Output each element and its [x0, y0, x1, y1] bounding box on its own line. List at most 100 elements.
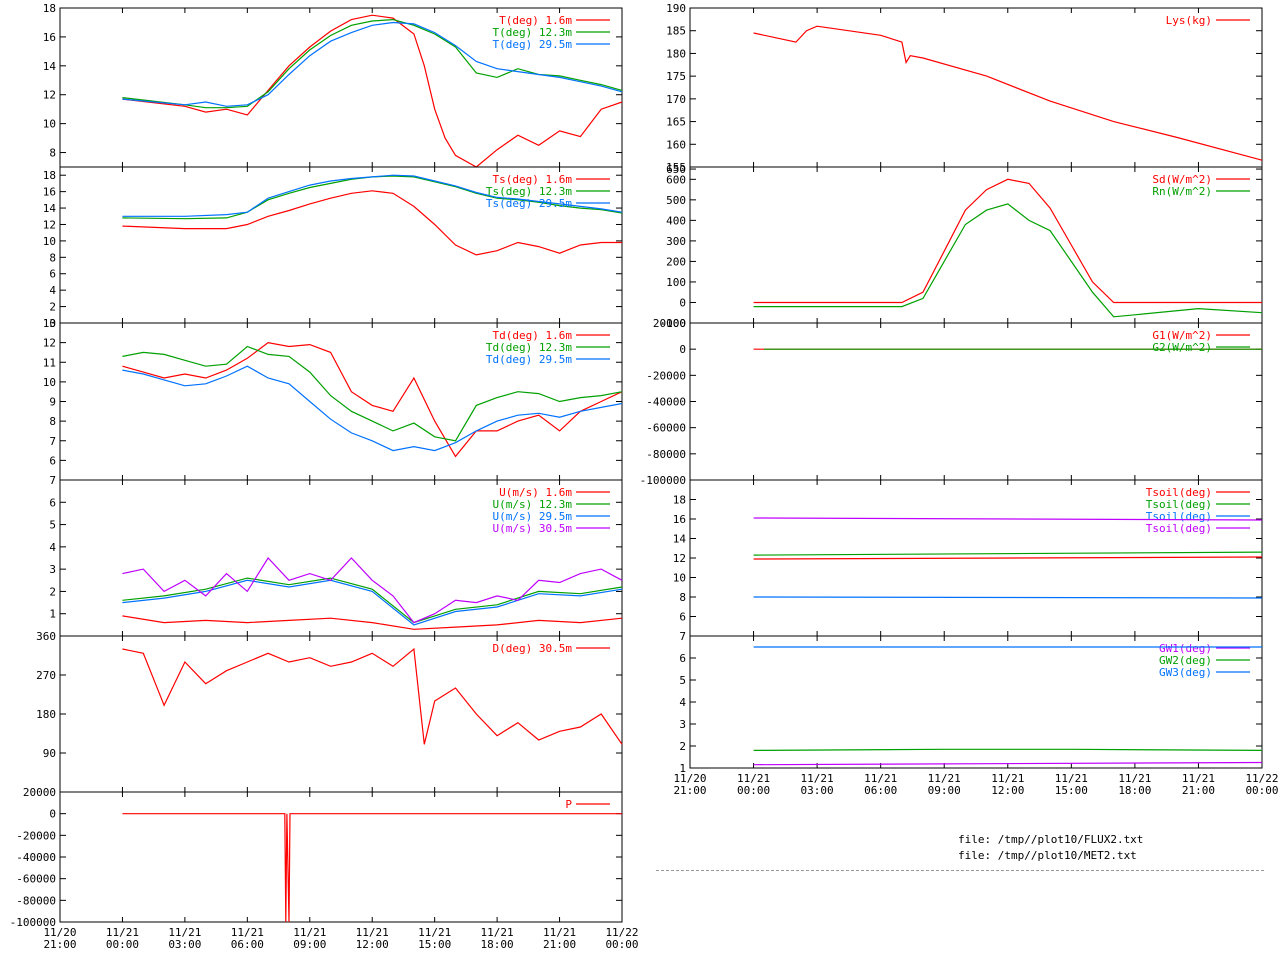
y-tick-label: 2: [49, 585, 56, 598]
x-tick-time-label: 06:00: [231, 938, 264, 951]
legend-label: P: [565, 798, 572, 811]
x-tick-date-label: 11/21: [106, 926, 139, 939]
x-tick-date-label: 11/21: [231, 926, 264, 939]
x-tick-date-label: 11/21: [864, 772, 897, 785]
x-tick-date-label: 11/21: [418, 926, 451, 939]
x-tick-time-label: 15:00: [1055, 784, 1088, 797]
x-tick-date-label: 11/21: [801, 772, 834, 785]
y-tick-label: 12: [43, 89, 56, 102]
y-tick-label: 14: [43, 202, 57, 215]
y-tick-label: 11: [43, 356, 56, 369]
series-line: [753, 203, 1263, 318]
x-tick-time-label: 12:00: [991, 784, 1024, 797]
panel-frame: [689, 7, 1263, 168]
y-tick-label: 13: [43, 317, 56, 330]
y-tick-label: 7: [49, 474, 56, 487]
series-line: [122, 190, 622, 256]
x-tick-date-label: 11/22: [605, 926, 638, 939]
y-tick-label: 8: [49, 415, 56, 428]
legend-label: Tsoil(deg): [1146, 486, 1212, 499]
series-line: [753, 517, 1263, 521]
x-tick-time-label: 21:00: [673, 784, 706, 797]
y-tick-label: 165: [666, 116, 686, 129]
x-tick-date-label: 11/22: [1245, 772, 1278, 785]
y-tick-label: 1: [679, 762, 686, 775]
y-tick-label: 6: [49, 268, 56, 281]
series-line: [122, 341, 623, 458]
y-tick-label: 10: [43, 376, 56, 389]
y-tick-label: 8: [679, 591, 686, 604]
legend-label: G2(W/m^2): [1152, 341, 1212, 354]
series-line: [753, 25, 1263, 161]
x-tick-time-label: 00:00: [605, 938, 638, 951]
y-tick-label: 20000: [23, 786, 56, 799]
y-tick-label: -20000: [16, 829, 56, 842]
series-line: [122, 14, 623, 168]
legend-label: Td(deg) 12.3m: [486, 341, 572, 354]
legend-label: GW2(deg): [1159, 654, 1212, 667]
y-tick-label: -100: [660, 317, 687, 330]
series-line: [753, 556, 1263, 560]
y-tick-label: -100000: [640, 474, 686, 487]
legend-label: Td(deg) 1.6m: [493, 329, 573, 342]
y-tick-label: 90: [43, 747, 56, 760]
panel-frame: [59, 791, 623, 923]
y-tick-label: 160: [666, 138, 686, 151]
series-line: [122, 579, 623, 626]
y-tick-label: 2: [679, 740, 686, 753]
legend-label: G1(W/m^2): [1152, 329, 1212, 342]
x-tick-time-label: 06:00: [864, 784, 897, 797]
y-tick-label: 500: [666, 194, 686, 207]
y-tick-label: 12: [43, 218, 56, 231]
y-tick-label: -20000: [646, 369, 686, 382]
x-tick-time-label: 21:00: [43, 938, 76, 951]
file-label-met: file: /tmp//plot10/MET2.txt: [958, 849, 1137, 862]
y-tick-label: 18: [673, 494, 686, 507]
series-line: [122, 365, 623, 452]
panel-wind-speed: 1 2 3 4 5 6 7 U(m/s) 1.6mU(m/s) 12.3mU(m/s) 29.…: [49, 474, 623, 637]
y-tick-label: 0: [679, 343, 686, 356]
x-tick-date-label: 11/21: [168, 926, 201, 939]
x-tick-time-label: 09:00: [928, 784, 961, 797]
y-tick-label: 20000: [653, 317, 686, 330]
y-tick-label: 300: [666, 235, 686, 248]
series-line: [122, 647, 623, 745]
legend-label: Lys(kg): [1166, 14, 1212, 27]
legend-label: Rn(W/m^2): [1152, 185, 1212, 198]
y-tick-label: 7: [679, 630, 686, 643]
y-tick-label: 6: [679, 652, 686, 665]
y-tick-label: -100000: [10, 916, 56, 929]
y-tick-label: -60000: [16, 873, 56, 886]
y-tick-label: 200: [666, 255, 686, 268]
y-tick-label: 8: [49, 147, 56, 160]
y-tick-label: 16: [43, 186, 56, 199]
y-tick-label: 14: [43, 60, 57, 73]
series-line: [753, 596, 1263, 599]
y-tick-label: 5: [679, 674, 686, 687]
y-tick-label: 170: [666, 93, 686, 106]
x-tick-date-label: 11/21: [1118, 772, 1151, 785]
y-tick-label: 2: [49, 301, 56, 314]
y-tick-label: 600: [666, 173, 686, 186]
panel-soil-flux: -100000 -80000 -60000 -40000 -20000 0 20000 G1(…: [640, 317, 1263, 487]
y-tick-label: 190: [666, 2, 686, 15]
panel-groundwater: 1 2 3 4 5 6 7 GW1(deg)GW2(deg)GW3(deg): [679, 630, 1263, 775]
legend-label: T(deg) 12.3m: [493, 26, 573, 39]
series-line: [122, 813, 622, 923]
series-line: [753, 748, 1263, 752]
x-tick-time-label: 21:00: [543, 938, 576, 951]
x-tick-date-label: 11/21: [481, 926, 514, 939]
x-tick-time-label: 00:00: [106, 938, 139, 951]
panel-lysimeter: 155 160 165 170 175 180 185 190 Lys(kg): [666, 2, 1263, 174]
y-tick-label: 360: [36, 630, 56, 643]
separator-line: [656, 870, 1264, 871]
x-tick-time-label: 21:00: [1182, 784, 1215, 797]
y-tick-label: 10: [43, 118, 56, 131]
x-tick-date-label: 11/21: [293, 926, 326, 939]
legend-label: U(m/s) 30.5m: [493, 522, 573, 535]
y-tick-label: 7: [49, 435, 56, 448]
x-tick-date-label: 11/21: [1182, 772, 1215, 785]
y-tick-label: 650: [666, 163, 686, 176]
